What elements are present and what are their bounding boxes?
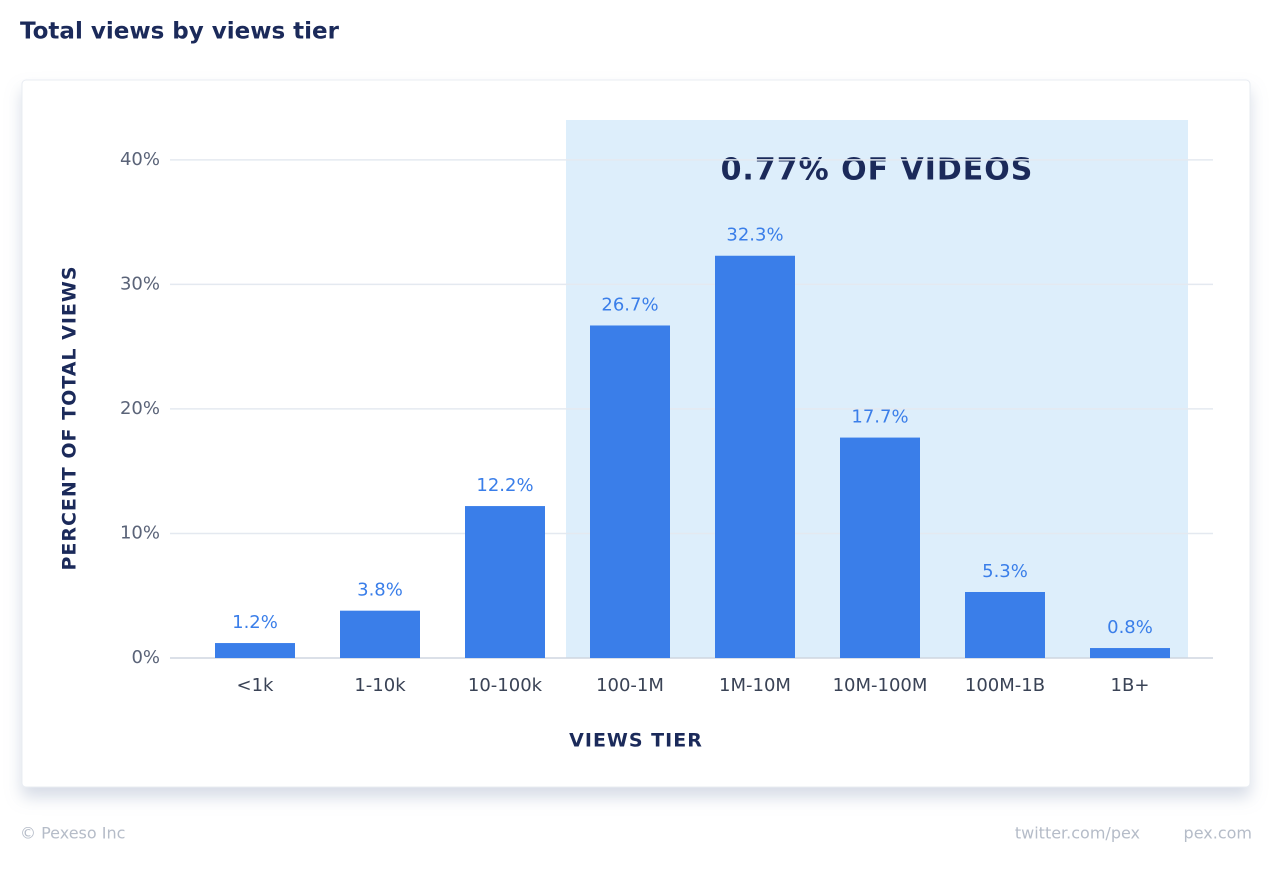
- x-tick-label: 10M-100M: [833, 675, 928, 696]
- bar: [465, 506, 545, 658]
- x-tick-label: 100M-1B: [965, 675, 1045, 696]
- bar: [965, 591, 1045, 658]
- y-tick-label: 10%: [120, 522, 160, 543]
- y-axis-label: PERCENT OF TOTAL VIEWS: [59, 265, 81, 570]
- bar: [1090, 648, 1170, 658]
- bar: [715, 255, 795, 659]
- value-label: 5.3%: [982, 561, 1028, 582]
- value-label: 26.7%: [601, 294, 658, 315]
- value-label: 1.2%: [232, 612, 278, 633]
- value-label: 32.3%: [726, 225, 783, 246]
- x-tick-label: 10-100k: [468, 675, 543, 696]
- x-tick-label: 1-10k: [354, 675, 406, 696]
- y-tick-label: 40%: [120, 149, 160, 170]
- y-tick-label: 0%: [131, 647, 160, 668]
- bar: [215, 643, 295, 658]
- y-tick-label: 30%: [120, 273, 160, 294]
- x-tick-label: 1B+: [1111, 675, 1150, 696]
- bar: [840, 437, 920, 658]
- chart-title: Total views by views tier: [20, 19, 340, 45]
- value-label: 12.2%: [476, 475, 533, 496]
- x-axis-label: VIEWS TIER: [569, 730, 703, 752]
- footer-left: © Pexeso Inc: [20, 824, 125, 843]
- y-tick-label: 20%: [120, 398, 160, 419]
- bar: [340, 610, 420, 658]
- bar: [590, 325, 670, 658]
- footer-link[interactable]: pex.com: [1184, 824, 1252, 843]
- x-tick-label: 100-1M: [596, 675, 664, 696]
- value-label: 17.7%: [851, 407, 908, 428]
- value-label: 0.8%: [1107, 617, 1153, 638]
- x-tick-label: <1k: [237, 675, 275, 696]
- footer-link[interactable]: twitter.com/pex: [1015, 824, 1140, 843]
- value-label: 3.8%: [357, 580, 403, 601]
- x-tick-label: 1M-10M: [719, 675, 791, 696]
- annotation: 0.77% OF VIDEOS: [721, 153, 1034, 188]
